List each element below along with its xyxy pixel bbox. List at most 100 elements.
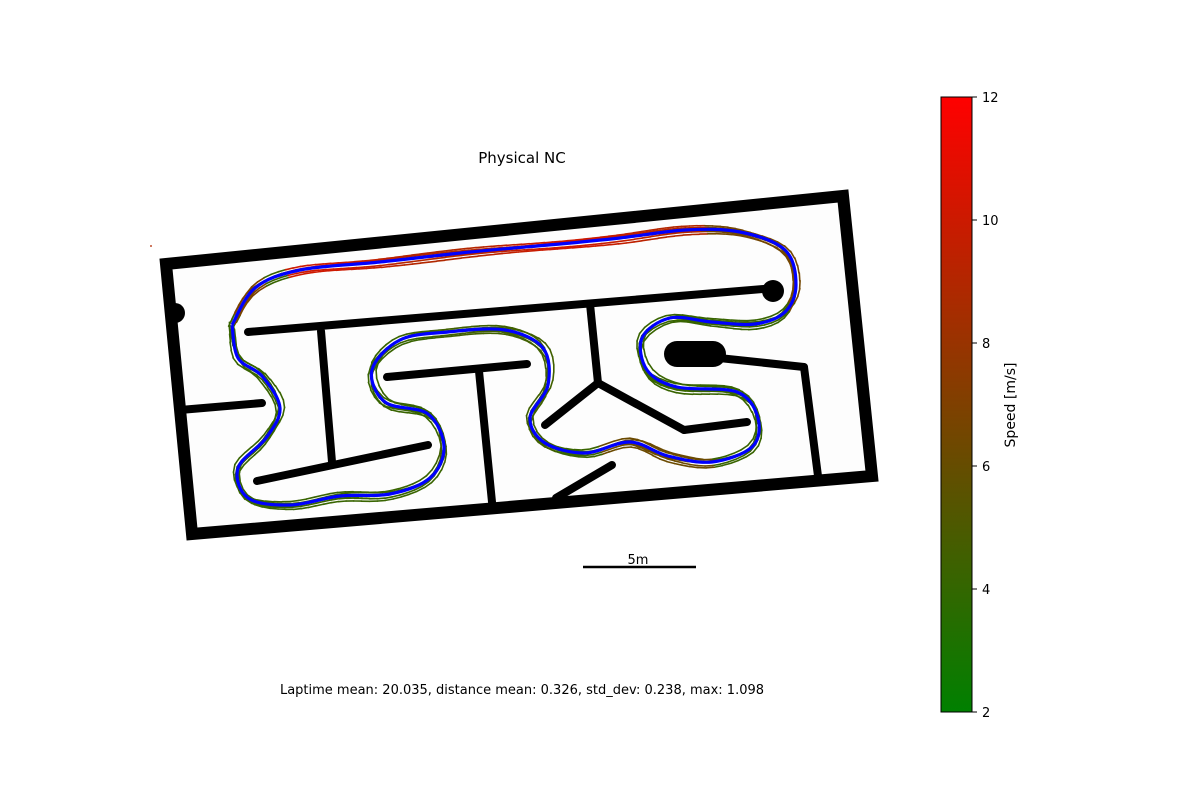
- lap-segment: [403, 260, 414, 264]
- lap-segment: [675, 382, 685, 386]
- lap-segment: [517, 250, 528, 253]
- track-inner-walls: [176, 284, 822, 506]
- lap-segment: [317, 268, 327, 272]
- lap-segment: [546, 247, 556, 250]
- inner-wall: [244, 284, 779, 336]
- lap-segment: [584, 453, 594, 457]
- lap-segment: [663, 456, 673, 460]
- lap-segment: [747, 395, 755, 404]
- lap-segment: [525, 249, 536, 253]
- lap-segment: [459, 247, 469, 250]
- lap-segment: [263, 273, 273, 279]
- lap-segment: [342, 268, 353, 271]
- lap-segment: [775, 247, 785, 254]
- lap-segment: [621, 437, 631, 440]
- lap-segment: [689, 465, 699, 469]
- lap-segment: [520, 335, 530, 340]
- lap-segment: [266, 389, 273, 398]
- lap-segment: [520, 337, 530, 343]
- lap-segment: [602, 243, 612, 247]
- obstacle: [762, 280, 784, 302]
- lap-segment: [534, 345, 542, 352]
- scale-bar-label: 5m: [628, 553, 649, 568]
- lap-segment: [257, 434, 265, 443]
- lap-segment: [448, 333, 458, 336]
- lap-segment: [719, 386, 729, 389]
- lap-segment: [672, 225, 683, 228]
- lap-segment: [238, 308, 244, 318]
- colorbar-tick-label: 8: [982, 337, 990, 352]
- lap-segment: [265, 279, 275, 285]
- lap-segment: [645, 447, 655, 454]
- lap-segment: [617, 242, 628, 245]
- lap-segment: [660, 386, 670, 392]
- lap-segment: [652, 369, 661, 377]
- lap-segment: [296, 272, 306, 277]
- lap-segment: [383, 495, 394, 500]
- lap-segment: [237, 299, 243, 308]
- lap-segment: [551, 240, 561, 243]
- lap-segment: [678, 454, 689, 458]
- lap-segment: [340, 267, 350, 270]
- lap-segment: [681, 462, 691, 466]
- lap-segment: [490, 244, 500, 248]
- lap-segment: [625, 241, 635, 244]
- lap-segment: [739, 234, 749, 239]
- lap-segment: [402, 340, 412, 346]
- lap-statistics: Laptime mean: 20.035, distance mean: 0.3…: [280, 683, 764, 698]
- lap-segment: [401, 408, 411, 412]
- lap-segment: [746, 236, 757, 241]
- lap-segment: [421, 480, 430, 488]
- lap-segment: [615, 444, 625, 448]
- lap-segment: [336, 490, 347, 494]
- lap-segment: [747, 404, 753, 414]
- lap-segment: [770, 321, 780, 327]
- lap-segment: [321, 492, 331, 497]
- lap-segment: [270, 270, 280, 276]
- lap-segment: [756, 324, 766, 328]
- lap-segment: [719, 461, 730, 465]
- lap-segment: [249, 370, 259, 377]
- lap-segment: [330, 497, 341, 501]
- lap-segment: [238, 464, 245, 473]
- lap-segment: [455, 249, 466, 253]
- lap-segment: [373, 393, 380, 402]
- lap-segment: [241, 292, 248, 301]
- lap-segment: [636, 332, 641, 342]
- lap-segment: [673, 234, 684, 237]
- lap-segment: [304, 271, 314, 275]
- lap-segment: [540, 352, 546, 362]
- lap-segment: [312, 270, 322, 274]
- lap-segment: [400, 403, 411, 407]
- lap-segment: [783, 310, 791, 319]
- lap-segment: [673, 462, 684, 467]
- lap-segment: [533, 394, 540, 403]
- lap-segment: [792, 274, 796, 285]
- lap-segment: [440, 334, 450, 337]
- lap-segment: [452, 257, 462, 260]
- lap-segment: [467, 246, 477, 250]
- lap-segment: [748, 325, 758, 328]
- lap-segment: [593, 453, 603, 458]
- lap-segment: [528, 242, 538, 245]
- lap-segment: [314, 263, 325, 266]
- lap-segment: [740, 444, 749, 451]
- lap-segment: [543, 359, 547, 370]
- lap-segment: [396, 264, 406, 267]
- lap-segment: [302, 270, 312, 274]
- lap-segment: [294, 271, 305, 275]
- lap-segment: [394, 255, 404, 259]
- lap-segment: [650, 234, 660, 238]
- lap-segment: [470, 248, 481, 251]
- lap-segment: [684, 392, 694, 396]
- lap-segment: [624, 439, 635, 442]
- lap-segment: [460, 256, 471, 259]
- lap-segment: [658, 458, 668, 463]
- lap-segment: [477, 254, 487, 257]
- lap-segment: [656, 227, 667, 230]
- lap-segment: [448, 250, 458, 253]
- lap-segment: [737, 233, 747, 237]
- lap-segment: [445, 327, 456, 331]
- lap-segment: [742, 450, 751, 457]
- lap-segment: [435, 454, 440, 465]
